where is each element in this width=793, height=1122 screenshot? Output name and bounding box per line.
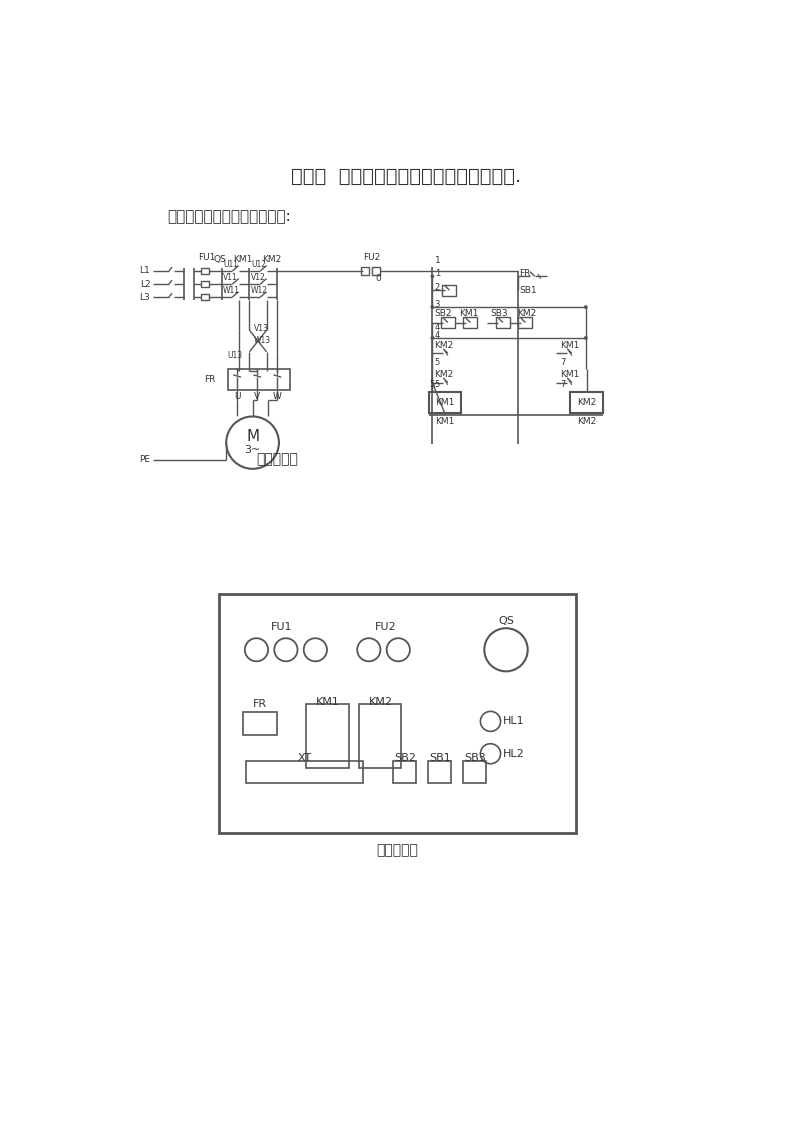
Text: U: U [234, 392, 240, 401]
Text: KM2: KM2 [434, 341, 453, 350]
Text: 5: 5 [435, 379, 440, 388]
Text: SB2: SB2 [434, 309, 451, 318]
Text: KM1: KM1 [233, 255, 253, 264]
Text: KM1: KM1 [435, 416, 454, 425]
Circle shape [431, 335, 435, 340]
Text: KM2: KM2 [262, 255, 282, 264]
Text: 0: 0 [375, 274, 381, 283]
Text: SB1: SB1 [519, 286, 537, 295]
Text: FU1: FU1 [198, 252, 216, 261]
Bar [243, 712, 277, 735]
Text: U11: U11 [223, 259, 238, 268]
Bar [570, 392, 603, 413]
Text: V: V [255, 392, 260, 401]
Text: W: W [273, 392, 282, 401]
Text: 1: 1 [435, 257, 440, 266]
Text: SB3: SB3 [491, 309, 508, 318]
Bar [428, 392, 461, 413]
Bar [441, 318, 455, 328]
Text: KM1: KM1 [560, 341, 580, 350]
Text: FU1: FU1 [270, 622, 292, 632]
Text: L2: L2 [140, 279, 151, 288]
Bar [462, 762, 486, 783]
Text: FU2: FU2 [375, 622, 396, 632]
Bar [496, 318, 510, 328]
Text: KM2: KM2 [577, 398, 596, 407]
Text: KM1: KM1 [316, 697, 339, 707]
Text: V11: V11 [223, 273, 238, 282]
Bar [247, 762, 362, 783]
Bar [372, 267, 380, 275]
Bar [228, 369, 289, 390]
Circle shape [584, 335, 588, 340]
Circle shape [584, 305, 588, 309]
Text: W12: W12 [251, 286, 268, 295]
Text: W11: W11 [223, 286, 240, 295]
Text: 7: 7 [560, 358, 565, 367]
Text: KM2: KM2 [434, 370, 453, 379]
Circle shape [431, 275, 435, 278]
Text: SB3: SB3 [464, 753, 486, 763]
Text: 3: 3 [435, 301, 440, 310]
Text: 任务一  异步电动机接触器联锁正反转控制.: 任务一 异步电动机接触器联锁正反转控制. [291, 167, 521, 186]
Text: 2: 2 [435, 284, 440, 293]
Text: 7: 7 [560, 379, 565, 388]
Bar [519, 318, 532, 328]
Text: XT: XT [297, 753, 312, 763]
Bar [201, 268, 209, 274]
Text: 1: 1 [435, 269, 440, 278]
Text: 4: 4 [435, 331, 440, 340]
Text: QS: QS [498, 616, 514, 625]
Text: FU2: FU2 [362, 252, 380, 261]
Bar [361, 267, 369, 275]
Text: L3: L3 [140, 293, 151, 302]
Bar [393, 762, 416, 783]
Text: U13: U13 [228, 351, 243, 360]
Text: FR: FR [252, 699, 266, 709]
Text: 5: 5 [430, 379, 435, 388]
Text: QS: QS [214, 255, 227, 264]
Text: U12: U12 [251, 259, 266, 268]
Text: PE: PE [140, 456, 151, 465]
Text: KM1: KM1 [435, 398, 454, 407]
Bar [427, 762, 451, 783]
Text: W13: W13 [254, 335, 271, 344]
Text: FR: FR [519, 269, 531, 278]
Text: V13: V13 [254, 324, 269, 333]
Circle shape [431, 305, 435, 309]
Bar [358, 705, 401, 767]
Bar [463, 318, 477, 328]
Text: 电气原理图: 电气原理图 [256, 452, 298, 467]
Text: SB2: SB2 [394, 753, 416, 763]
Bar [442, 285, 457, 295]
Bar [219, 595, 576, 833]
Text: 一、电气原理图和电器位置图:: 一、电气原理图和电器位置图: [167, 210, 291, 224]
Text: 4: 4 [435, 323, 440, 332]
Text: V12: V12 [251, 273, 266, 282]
Text: HL1: HL1 [503, 716, 524, 726]
Bar [306, 705, 349, 767]
Text: FR: FR [204, 375, 216, 384]
Text: KM1: KM1 [560, 370, 580, 379]
Bar [201, 280, 209, 287]
Text: 5: 5 [435, 358, 440, 367]
Text: 3~: 3~ [244, 444, 261, 454]
Text: 电器位置图: 电器位置图 [377, 843, 419, 857]
Text: KM2: KM2 [518, 309, 537, 318]
Text: L1: L1 [140, 266, 151, 275]
Text: KM2: KM2 [369, 697, 393, 707]
Text: SB1: SB1 [429, 753, 451, 763]
Text: KM2: KM2 [577, 416, 596, 425]
Text: HL2: HL2 [503, 748, 525, 758]
Text: M: M [246, 429, 259, 444]
Text: KM1: KM1 [459, 309, 479, 318]
Bar [201, 294, 209, 301]
